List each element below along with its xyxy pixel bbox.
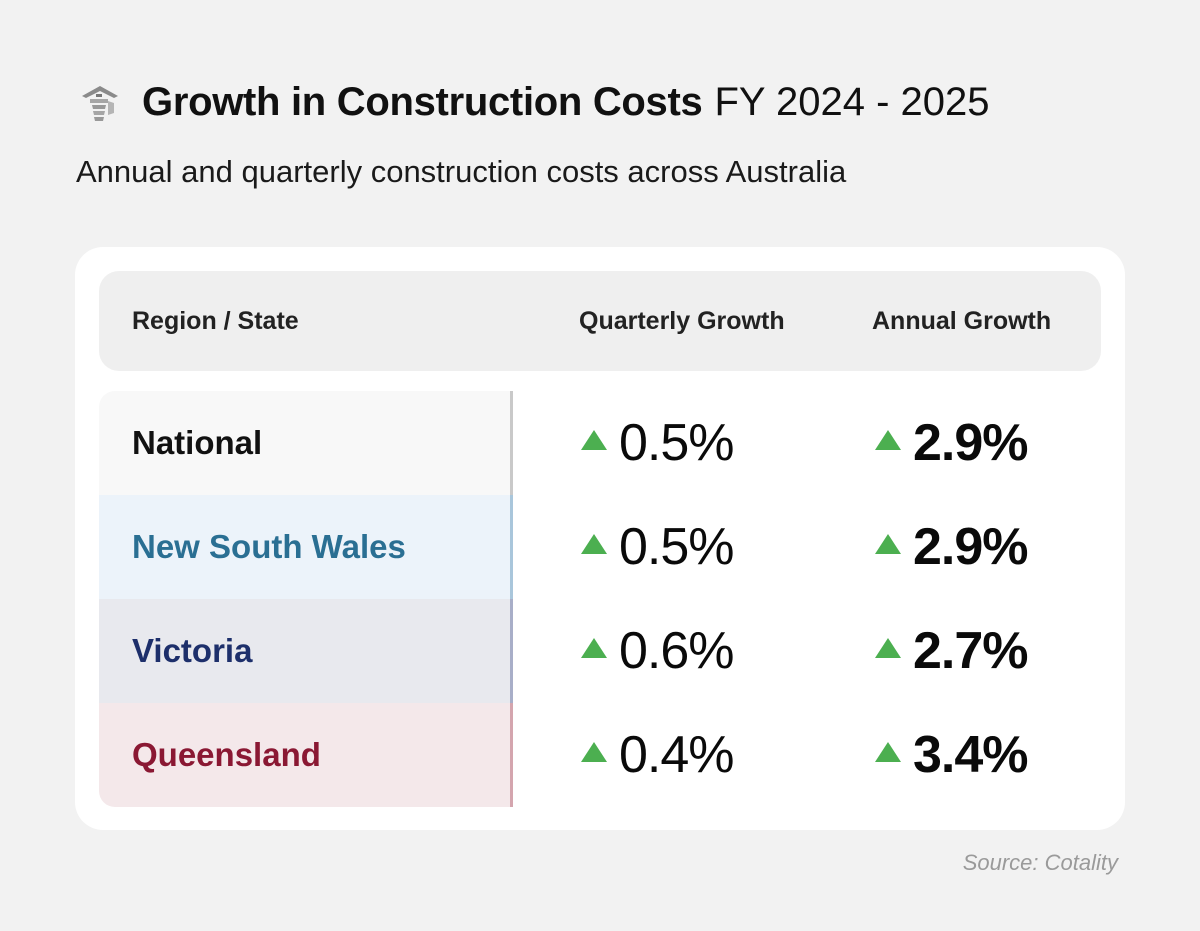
region-label: Victoria bbox=[132, 632, 253, 669]
region-cell: Victoria bbox=[99, 599, 513, 703]
up-arrow-icon bbox=[875, 638, 901, 658]
annual-growth-value: 3.4% bbox=[913, 726, 1029, 784]
annual-growth-value: 2.9% bbox=[913, 414, 1029, 472]
up-arrow-icon bbox=[875, 430, 901, 450]
up-arrow-icon bbox=[581, 742, 607, 762]
up-arrow-icon bbox=[581, 638, 607, 658]
region-label: New South Wales bbox=[132, 528, 406, 565]
quarterly-growth-value: 0.5% bbox=[619, 518, 735, 576]
quarterly-growth-cell: 0.5% bbox=[581, 495, 735, 599]
quarterly-growth-cell: 0.5% bbox=[581, 391, 735, 495]
quarterly-growth-cell: 0.4% bbox=[581, 703, 735, 807]
region-label: Queensland bbox=[132, 736, 321, 773]
chart-title: Growth in Construction Costs bbox=[142, 79, 703, 124]
chart-title-period: FY 2024 - 2025 bbox=[714, 79, 990, 124]
construction-building-icon bbox=[82, 86, 118, 121]
quarterly-growth-value: 0.6% bbox=[619, 622, 735, 680]
quarterly-growth-cell: 0.6% bbox=[581, 599, 735, 703]
annual-growth-value: 2.9% bbox=[913, 518, 1029, 576]
annual-growth-value: 2.7% bbox=[913, 622, 1029, 680]
table-row: National 0.5% 2.9% bbox=[99, 391, 1101, 495]
column-header-quarterly: Quarterly Growth bbox=[579, 307, 785, 335]
quarterly-growth-value: 0.5% bbox=[619, 414, 735, 472]
title-row: Growth in Construction Costs FY 2024 - 2… bbox=[78, 78, 990, 126]
up-arrow-icon bbox=[875, 742, 901, 762]
table-row: Queensland 0.4% 3.4% bbox=[99, 703, 1101, 807]
column-header-region: Region / State bbox=[132, 307, 299, 335]
table-header: Region / State Quarterly Growth Annual G… bbox=[99, 271, 1101, 371]
region-cell: Queensland bbox=[99, 703, 513, 807]
up-arrow-icon bbox=[581, 430, 607, 450]
up-arrow-icon bbox=[581, 534, 607, 554]
table-row: New South Wales 0.5% 2.9% bbox=[99, 495, 1101, 599]
region-cell: New South Wales bbox=[99, 495, 513, 599]
table-body: National 0.5% 2.9% New South Wales 0.5% 2.9% V… bbox=[99, 391, 1101, 807]
table-row: Victoria 0.6% 2.7% bbox=[99, 599, 1101, 703]
annual-growth-cell: 3.4% bbox=[875, 703, 1029, 807]
source-note: Source: Cotality bbox=[962, 850, 1118, 875]
annual-growth-cell: 2.9% bbox=[875, 391, 1029, 495]
annual-growth-cell: 2.7% bbox=[875, 599, 1029, 703]
annual-growth-cell: 2.9% bbox=[875, 495, 1029, 599]
region-cell: National bbox=[99, 391, 513, 495]
chart-subtitle: Annual and quarterly construction costs … bbox=[76, 154, 847, 189]
up-arrow-icon bbox=[875, 534, 901, 554]
quarterly-growth-value: 0.4% bbox=[619, 726, 735, 784]
table-card: Region / State Quarterly Growth Annual G… bbox=[75, 247, 1125, 830]
column-header-annual: Annual Growth bbox=[872, 307, 1052, 335]
region-label: National bbox=[132, 424, 263, 461]
